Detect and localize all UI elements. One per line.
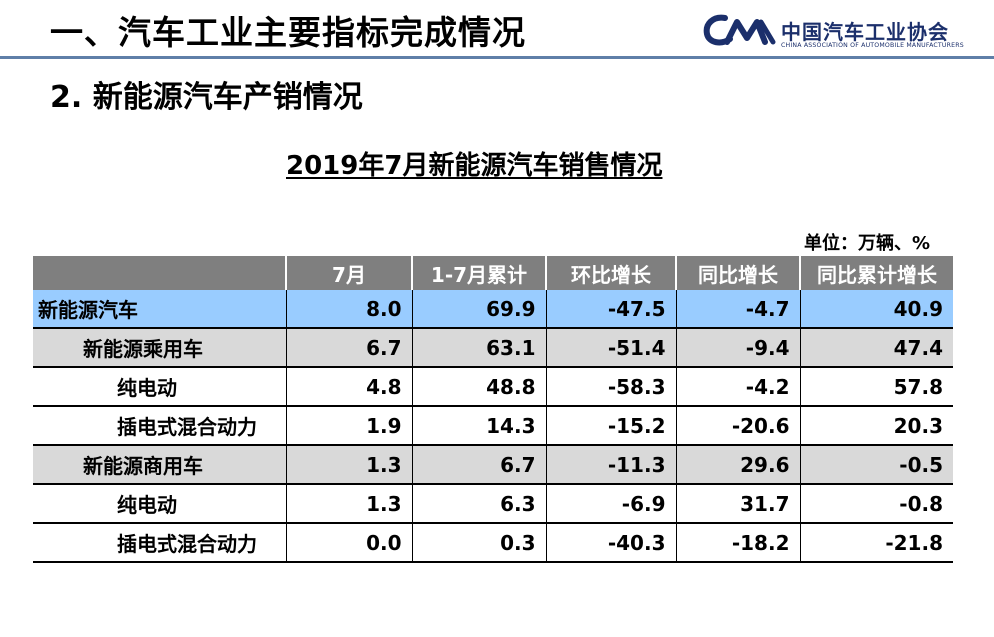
table-cell: -4.7	[676, 290, 801, 329]
table-row: 插电式混合动力 0.0 0.3 -40.3 -18.2 -21.8	[33, 523, 953, 563]
table-cell: 0.0	[286, 523, 413, 563]
table-cell: -20.6	[676, 406, 801, 446]
table-row: 纯电动 1.3 6.3 -6.9 31.7 -0.8	[33, 484, 953, 524]
table-cell: -0.5	[800, 445, 953, 485]
table-cell: 40.9	[800, 290, 953, 329]
table-cell: -51.4	[546, 328, 677, 368]
row-label: 新能源汽车	[33, 290, 287, 329]
table-cell: -11.3	[546, 445, 677, 485]
row-label: 新能源乘用车	[33, 328, 287, 368]
row-label: 纯电动	[33, 484, 287, 524]
unit-label: 单位：万辆、%	[804, 233, 931, 254]
table-cell: 8.0	[286, 290, 413, 329]
row-label: 插电式混合动力	[33, 523, 287, 563]
table-cell: -58.3	[546, 367, 677, 407]
row-label: 纯电动	[33, 367, 287, 407]
table-cell: 63.1	[412, 328, 547, 368]
table-row: 纯电动 4.8 48.8 -58.3 -4.2 57.8	[33, 367, 953, 407]
table-cell: -6.9	[546, 484, 677, 524]
table-cell: -40.3	[546, 523, 677, 563]
column-header	[33, 256, 287, 290]
table-cell: 47.4	[800, 328, 953, 368]
table-cell: 4.8	[286, 367, 413, 407]
table-cell: 1.3	[286, 445, 413, 485]
caam-logo: 中国汽车工业协会 CHINA ASSOCIATION OF AUTOMOBILE…	[703, 12, 973, 52]
table-cell: 6.3	[412, 484, 547, 524]
table-cell: -18.2	[676, 523, 801, 563]
table-title: 2019年7月新能源汽车销售情况	[286, 151, 663, 181]
table-cell: 0.3	[412, 523, 547, 563]
table-cell: 48.8	[412, 367, 547, 407]
table-row: 新能源商用车 1.3 6.7 -11.3 29.6 -0.5	[33, 445, 953, 485]
column-header: 7月	[286, 256, 413, 290]
table-cell: -15.2	[546, 406, 677, 446]
logo-english-name: CHINA ASSOCIATION OF AUTOMOBILE MANUFACT…	[781, 42, 964, 49]
table-row: 插电式混合动力 1.9 14.3 -15.2 -20.6 20.3	[33, 406, 953, 446]
table-cell: 1.3	[286, 484, 413, 524]
page-header-title: 一、汽车工业主要指标完成情况	[50, 13, 526, 52]
column-header: 环比增长	[546, 256, 677, 290]
table-cell: 6.7	[412, 445, 547, 485]
table-header-row: 7月 1-7月累计 环比增长 同比增长 同比累计增长	[33, 256, 953, 290]
table-cell: 20.3	[800, 406, 953, 446]
sales-table: 7月 1-7月累计 环比增长 同比增长 同比累计增长 新能源汽车 8.0 69.9-…	[33, 256, 953, 563]
logo-chinese-name: 中国汽车工业协会	[781, 20, 949, 44]
table-cell: 31.7	[676, 484, 801, 524]
table-row: 新能源汽车 8.0 69.9 -47.5 -4.7 40.9	[33, 290, 953, 329]
table-cell: -0.8	[800, 484, 953, 524]
table-cell: -47.5	[546, 290, 677, 329]
table-cell: -9.4	[676, 328, 801, 368]
table-cell: 57.8	[800, 367, 953, 407]
section-title: 2. 新能源汽车产销情况	[50, 80, 363, 115]
table-cell: 14.3	[412, 406, 547, 446]
table-body: 新能源汽车 8.0 69.9 -47.5 -4.7 40.9 新能源乘用车 6.7 63.1 -5…	[33, 290, 953, 563]
table-cell: -21.8	[800, 523, 953, 563]
row-label: 新能源商用车	[33, 445, 287, 485]
table-cell: 69.9	[412, 290, 547, 329]
column-header: 同比增长	[676, 256, 801, 290]
column-header: 同比累计增长	[800, 256, 953, 290]
table-row: 新能源乘用车 6.7 63.1 -51.4 -9.4 47.4	[33, 328, 953, 368]
caam-logo-icon	[703, 14, 776, 46]
table-cell: -4.2	[676, 367, 801, 407]
header-divider	[0, 56, 994, 59]
column-header: 1-7月累计	[412, 256, 547, 290]
table-cell: 29.6	[676, 445, 801, 485]
table-cell: 1.9	[286, 406, 413, 446]
table-cell: 6.7	[286, 328, 413, 368]
row-label: 插电式混合动力	[33, 406, 287, 446]
